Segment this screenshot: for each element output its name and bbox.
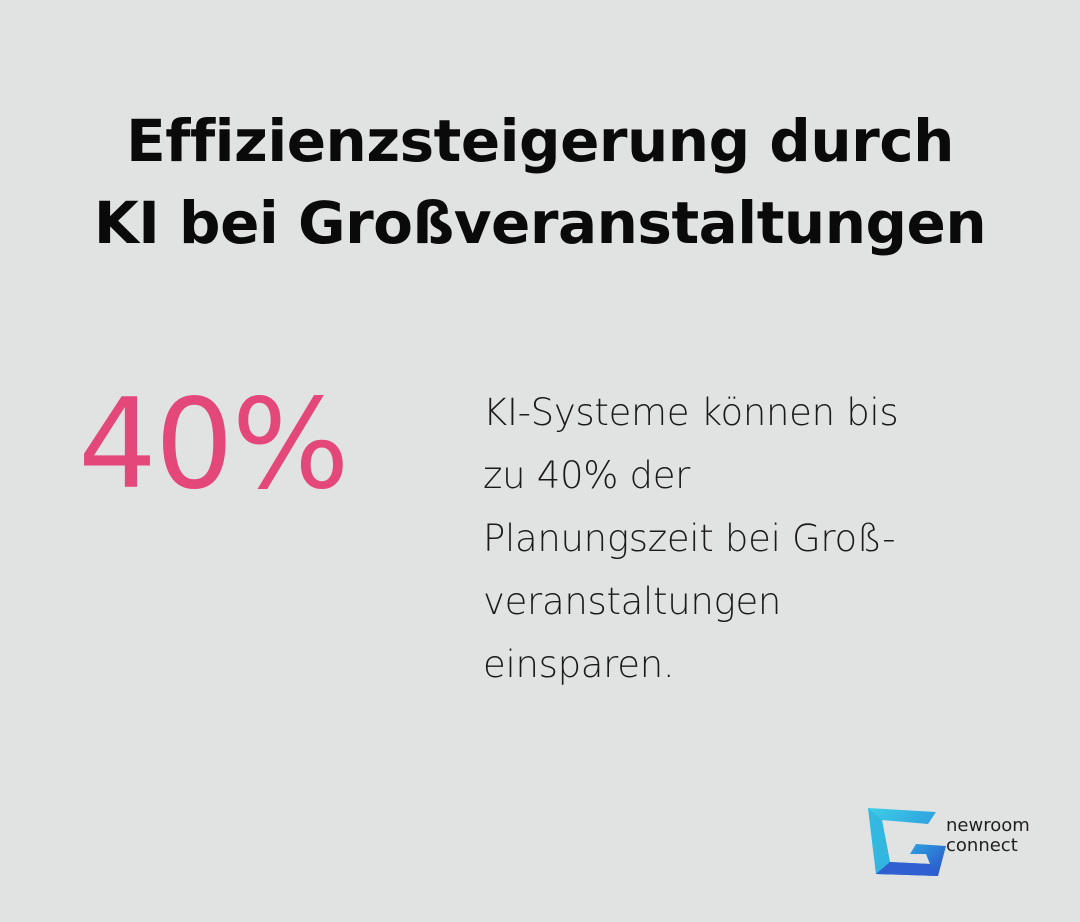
logo-wordmark: newroom connect bbox=[946, 816, 1030, 856]
newroom-logo-icon bbox=[868, 808, 946, 876]
title-line-2: KI bei Großveranstaltungen bbox=[93, 189, 987, 257]
stat-value: 40% bbox=[78, 373, 350, 517]
description-line: Planungszeit bei Groß- bbox=[483, 517, 896, 560]
description-line: veranstaltungen bbox=[483, 580, 782, 623]
description-line: KI-Systeme können bis bbox=[483, 391, 899, 434]
stat-description: KI-Systeme können bis zu 40% der Planung… bbox=[483, 381, 1043, 696]
logo-text-line-1: newroom bbox=[946, 815, 1030, 836]
brand-logo: newroom connect bbox=[866, 806, 1046, 878]
page-title: Effizienzsteigerung durch KI bei Großver… bbox=[0, 100, 1080, 264]
description-line: einsparen. bbox=[483, 643, 675, 686]
description-line: zu 40% der bbox=[483, 454, 691, 497]
logo-text-line-2: connect bbox=[946, 835, 1018, 856]
title-line-1: Effizienzsteigerung durch bbox=[126, 107, 954, 175]
